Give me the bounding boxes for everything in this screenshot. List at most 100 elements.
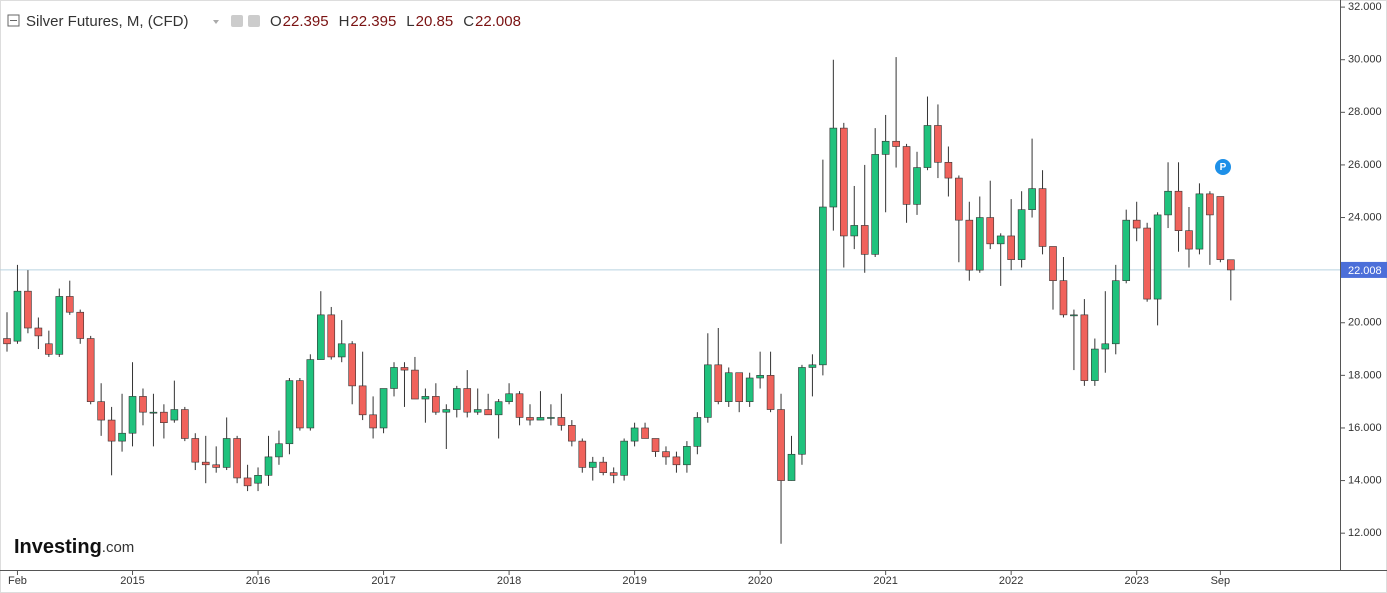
candle-body (860, 225, 869, 255)
settings-icon[interactable] (248, 15, 260, 27)
candle-body (160, 411, 168, 423)
y-tick-label: 18.000 (1348, 369, 1382, 381)
candle-body (128, 396, 137, 434)
x-tick-label: 2023 (1124, 575, 1148, 587)
candle-body (662, 451, 670, 458)
candle-body (1028, 188, 1036, 210)
candle-body (704, 364, 712, 418)
candle-body (275, 443, 283, 458)
y-tick-label: 12.000 (1348, 527, 1382, 539)
ohlc-value: 22.395 (350, 13, 396, 30)
candle-body (714, 364, 723, 402)
candle-body (86, 338, 95, 402)
candle-body (1206, 193, 1214, 216)
candle-body (568, 425, 576, 442)
candle-body (735, 372, 744, 402)
candle-body (515, 393, 524, 418)
candle-body (839, 127, 848, 237)
candle-body (243, 477, 252, 487)
candle-body (1164, 190, 1172, 216)
candle-body (599, 461, 608, 473)
candle-body (609, 472, 618, 476)
candle-body (536, 417, 545, 421)
candle-body (1059, 280, 1068, 316)
candle-body (777, 409, 785, 481)
candle-body (170, 409, 179, 421)
candle-body (892, 140, 900, 147)
candle-body (1185, 230, 1193, 250)
candle-body (871, 154, 879, 255)
candle-body (819, 206, 827, 366)
ohlc-value: 22.008 (475, 13, 521, 30)
logo-suffix: .com (102, 539, 135, 556)
candle-body (1122, 219, 1131, 281)
candle-body (944, 161, 953, 179)
candle-body (463, 388, 472, 413)
candle-body (212, 464, 220, 468)
candle-body (379, 388, 388, 429)
candle-body (181, 409, 189, 439)
candle-body (348, 343, 356, 387)
y-tick-label: 16.000 (1348, 422, 1382, 434)
candle-body (337, 343, 346, 358)
candle-body (442, 409, 451, 413)
candle-body (578, 440, 587, 468)
dropdown-icon[interactable] (213, 20, 219, 24)
y-tick-label: 20.000 (1348, 317, 1382, 329)
y-tick-label: 30.000 (1348, 54, 1382, 66)
candle-body (986, 217, 995, 245)
candle-body (630, 427, 639, 442)
candle-body (264, 456, 273, 476)
candle-body (923, 125, 932, 168)
candle-body (902, 146, 911, 205)
candle-body (369, 414, 377, 429)
candle-body (672, 456, 681, 466)
candle-body (766, 375, 775, 410)
last-price-tag (1341, 261, 1387, 278)
ohlc-letter: H (339, 13, 350, 30)
y-tick-label: 28.000 (1348, 106, 1382, 118)
candle-body (756, 375, 764, 379)
candle-body (149, 411, 158, 414)
candle-body (996, 235, 1005, 245)
candle-body (484, 409, 492, 416)
ohlc-header: O 22.395 H 22.395 L 20.85 C 22.008 (270, 13, 521, 30)
p-marker[interactable] (1215, 159, 1231, 175)
candle-body (1216, 196, 1225, 260)
candle-body (829, 127, 838, 208)
candle-body (1132, 219, 1141, 229)
candle-body (222, 438, 231, 468)
candle-body (588, 461, 597, 468)
candle-body (547, 417, 555, 419)
y-tick-label: 26.000 (1348, 159, 1382, 171)
candle-body (118, 432, 126, 442)
candle-body (400, 367, 409, 371)
candle-body (3, 338, 11, 345)
x-tick-label: Sep (1211, 575, 1231, 587)
candle-body (505, 393, 513, 402)
y-tick-label: 24.000 (1348, 211, 1382, 223)
candle-body (808, 364, 817, 368)
candle-body (358, 385, 367, 416)
x-tick-label: 2020 (748, 575, 772, 587)
candle-body (191, 438, 200, 463)
settings-icon[interactable] (231, 15, 243, 27)
candle-body (452, 388, 461, 410)
candle-body (1007, 235, 1015, 260)
candle-body (913, 167, 921, 205)
candle-body (76, 311, 85, 339)
candle-body (421, 396, 430, 400)
x-tick-label: 2021 (873, 575, 897, 587)
candle-body (1227, 259, 1235, 271)
candle-body (316, 314, 325, 360)
candle-body (955, 177, 963, 221)
candle-body (494, 401, 503, 416)
candle-body (1038, 188, 1047, 247)
candle-body (798, 367, 806, 455)
x-tick-label: 2019 (622, 575, 646, 587)
candle-body (473, 409, 482, 413)
candle-body (24, 290, 32, 329)
candle-body (65, 296, 74, 313)
candle-body (1111, 280, 1120, 345)
